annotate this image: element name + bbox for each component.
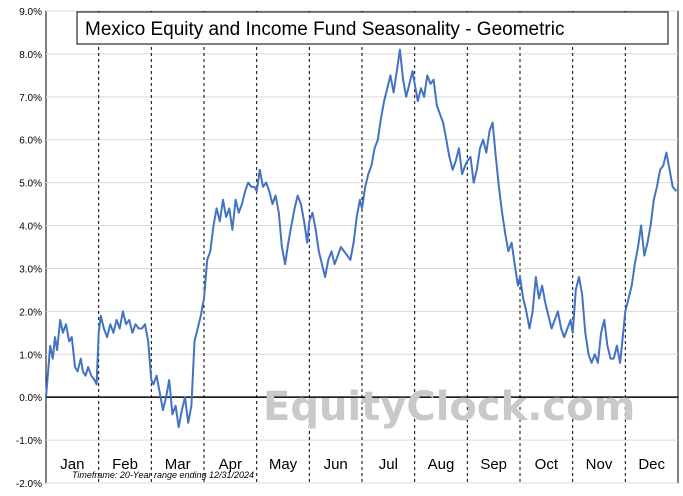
y-tick-label: 0.0% <box>19 393 42 404</box>
y-tick-label: 4.0% <box>19 222 42 233</box>
title-box <box>76 11 669 45</box>
y-tick-label: 8.0% <box>19 50 42 61</box>
y-tick-label: 2.0% <box>19 307 42 318</box>
month-label-dec: Dec <box>638 456 665 473</box>
watermark: EquityClock.com <box>263 384 635 430</box>
y-tick-label: 7.0% <box>19 93 42 104</box>
y-tick-label: 3.0% <box>19 264 42 275</box>
month-label-sep: Sep <box>480 456 507 473</box>
month-label-may: May <box>269 456 298 473</box>
month-label-jul: Jul <box>379 456 398 473</box>
month-label-apr: Apr <box>219 456 242 473</box>
month-label-nov: Nov <box>586 456 613 473</box>
y-tick-label: 1.0% <box>19 350 42 361</box>
timeframe-footnote: Timeframe: 20-Year range ending 12/31/20… <box>72 470 254 480</box>
month-label-aug: Aug <box>428 456 455 473</box>
month-label-jun: Jun <box>324 456 348 473</box>
y-tick-label: 6.0% <box>19 136 42 147</box>
month-label-oct: Oct <box>535 456 559 473</box>
chart-title: Mexico Equity and Income Fund Seasonalit… <box>85 19 564 40</box>
month-label-feb: Feb <box>112 456 138 473</box>
y-tick-label: -1.0% <box>16 436 42 447</box>
y-tick-label: 9.0% <box>19 7 42 18</box>
month-label-jan: Jan <box>60 456 84 473</box>
y-tick-label: -2.0% <box>16 479 42 490</box>
y-tick-label: 5.0% <box>19 179 42 190</box>
month-label-mar: Mar <box>165 456 191 473</box>
seasonality-line <box>45 48 678 429</box>
